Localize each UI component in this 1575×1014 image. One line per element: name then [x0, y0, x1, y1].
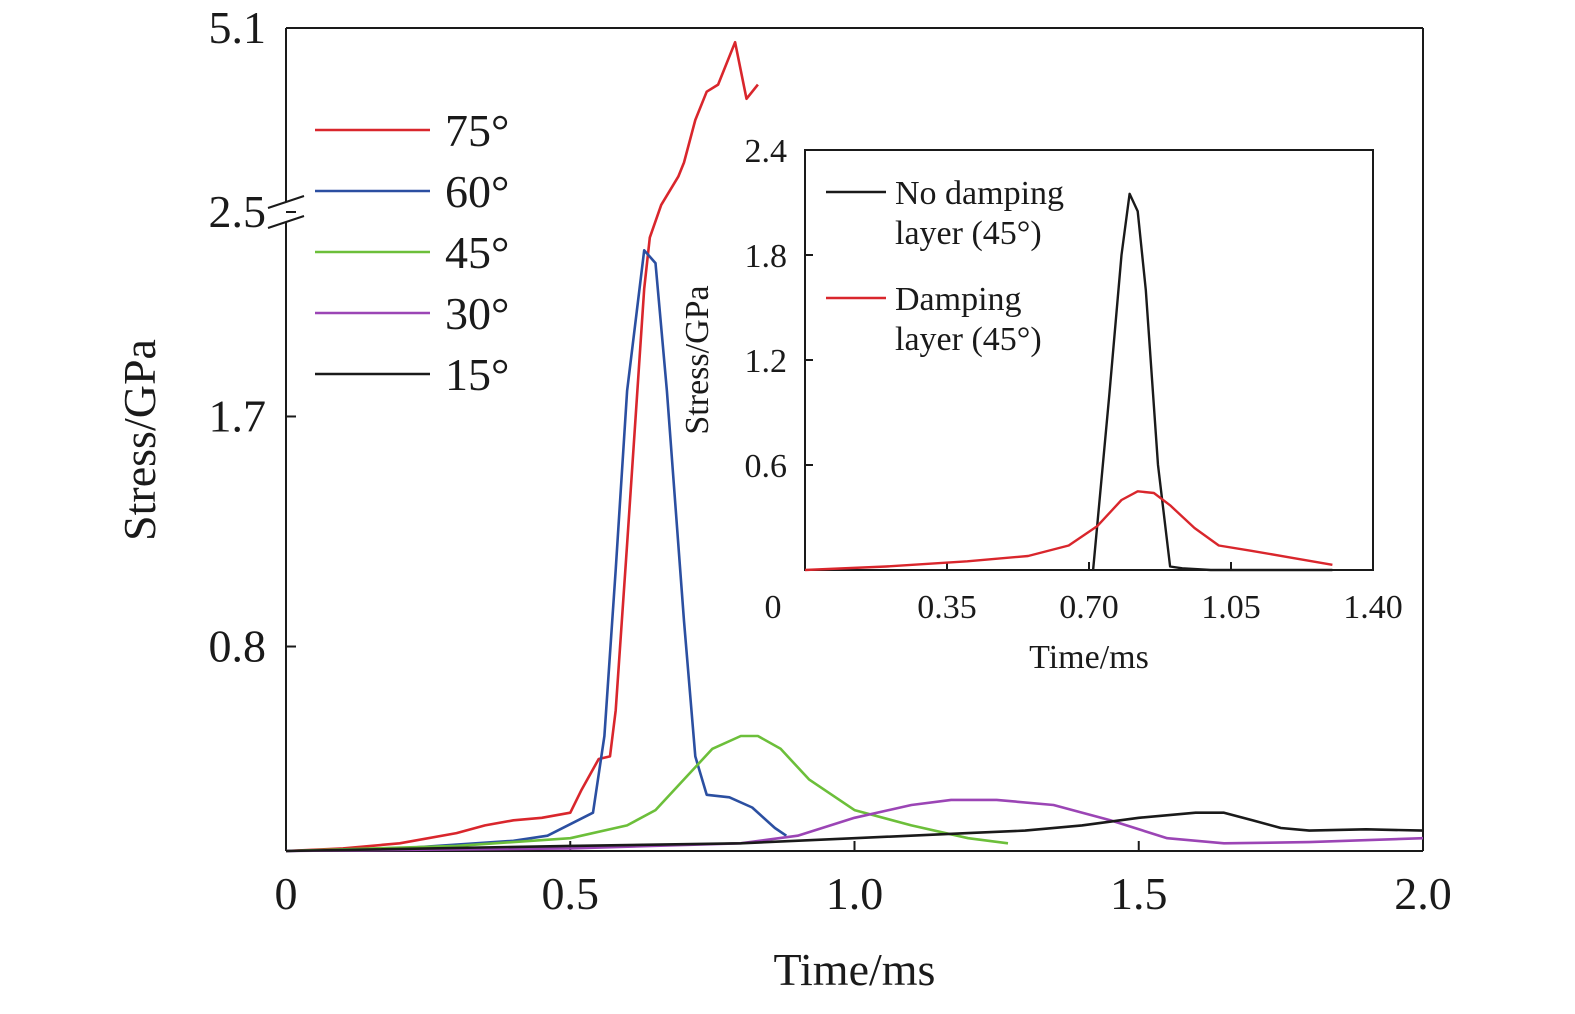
- legend-label: 60°: [445, 166, 509, 217]
- x-tick-label: 2.0: [1394, 868, 1452, 919]
- legend-label: layer (45°): [895, 321, 1042, 358]
- x-tick-label: 0.35: [917, 589, 977, 626]
- legend-label: No damping: [895, 175, 1064, 212]
- legend-label: layer (45°): [895, 215, 1042, 252]
- x-tick-label: 1.05: [1201, 589, 1261, 626]
- series-line: [285, 734, 1009, 853]
- y-tick-label: 0.6: [745, 448, 788, 485]
- x-tick-label: 1.40: [1343, 589, 1403, 626]
- y-tick-label: 2.5: [209, 186, 267, 237]
- legend-label: 30°: [445, 288, 509, 339]
- series-line: [804, 490, 1333, 572]
- series-line: [285, 811, 1424, 853]
- axis-break-mark: [267, 195, 305, 209]
- axis-break-mark: [267, 215, 305, 229]
- y-tick-label: 2.4: [745, 133, 788, 170]
- series-line: [285, 249, 788, 853]
- legend-label: 15°: [445, 349, 509, 400]
- inset-frame: [804, 149, 1374, 571]
- legend-label: 75°: [445, 105, 509, 156]
- x-tick-label: 0: [275, 868, 298, 919]
- y-tick-label: 0.8: [209, 621, 267, 672]
- legend-label: 45°: [445, 227, 509, 278]
- series-line: [1091, 192, 1333, 572]
- y-tick-label: 1.8: [745, 238, 788, 275]
- x-tick-label: 1.0: [826, 868, 884, 919]
- y-tick-label: 1.7: [209, 390, 267, 441]
- legend-label: Damping: [895, 281, 1022, 318]
- y-tick-label: 5.1: [209, 2, 267, 53]
- series-line: [285, 40, 759, 853]
- y-axis-title: Stress/GPa: [114, 339, 165, 541]
- x-tick-label: 0: [765, 589, 782, 626]
- x-axis-title: Time/ms: [774, 944, 936, 995]
- x-tick-label: 0.5: [542, 868, 600, 919]
- y-tick-label: 1.2: [745, 343, 788, 380]
- x-axis-title: Time/ms: [1029, 639, 1149, 676]
- y-axis-title: Stress/GPa: [679, 285, 716, 434]
- x-tick-label: 0.70: [1059, 589, 1119, 626]
- x-tick-label: 1.5: [1110, 868, 1168, 919]
